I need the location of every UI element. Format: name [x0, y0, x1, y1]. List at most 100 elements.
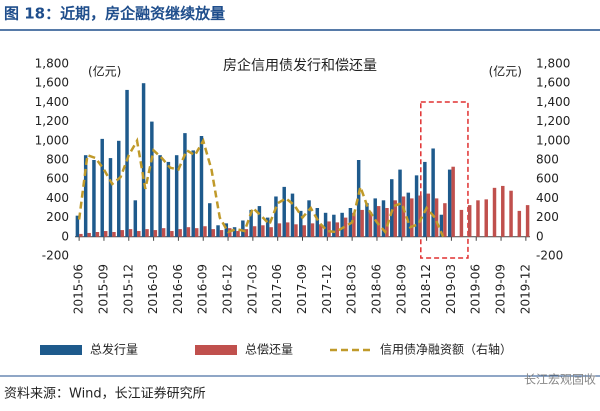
- bar: [269, 227, 273, 237]
- bar: [385, 208, 389, 237]
- bar: [117, 140, 121, 237]
- bar: [365, 203, 369, 237]
- legend-label: 总偿还量: [245, 342, 293, 357]
- y2-tick-label: 400: [536, 191, 559, 205]
- bar: [323, 212, 328, 237]
- bar: [100, 138, 104, 237]
- y2-tick-label: 0: [536, 229, 544, 243]
- bar: [335, 222, 340, 237]
- bar: [307, 200, 311, 237]
- x-tick-label: 2016-09: [196, 264, 210, 314]
- y2-tick-label: 800: [536, 153, 559, 167]
- bar: [252, 226, 257, 237]
- legend-swatch: [195, 345, 237, 355]
- x-tick-label: 2016-03: [146, 264, 160, 314]
- bar: [443, 203, 447, 237]
- bar: [285, 222, 290, 237]
- bar: [356, 160, 361, 237]
- x-tick-label: 2015-12: [121, 264, 135, 314]
- bar: [83, 155, 88, 237]
- x-tick-label: 2015-09: [96, 264, 110, 314]
- bar: [332, 214, 336, 237]
- legend-swatch: [40, 345, 82, 355]
- bar: [476, 200, 480, 237]
- bar: [517, 210, 522, 237]
- bar: [352, 212, 356, 237]
- y2-tick-label: 1,800: [536, 57, 570, 71]
- bar: [183, 133, 187, 237]
- bar: [249, 209, 253, 237]
- y-tick-label: 1,200: [35, 114, 69, 128]
- bar: [128, 229, 133, 237]
- bar: [244, 229, 249, 237]
- x-tick-label: 2019-06: [469, 264, 483, 314]
- bar: [315, 208, 320, 237]
- highlight-box: [420, 101, 469, 259]
- x-tick-label: 2015-06: [72, 264, 86, 314]
- bar: [178, 229, 182, 237]
- bar: [484, 199, 488, 237]
- bar: [125, 89, 129, 237]
- y2-tick-label: 1,000: [536, 133, 570, 147]
- bar: [224, 223, 229, 237]
- x-tick-label: 2017-03: [245, 264, 259, 314]
- bar: [302, 225, 306, 237]
- line: [77, 137, 445, 238]
- x-tick-label: 2017-12: [320, 264, 334, 314]
- bar: [161, 228, 166, 237]
- bar: [199, 136, 204, 237]
- bar: [166, 161, 171, 237]
- bar: [75, 215, 80, 237]
- y2-tick-label: -200: [536, 249, 563, 263]
- x-tick-label: 2017-09: [295, 264, 309, 314]
- bar: [203, 226, 207, 237]
- bar: [194, 228, 199, 237]
- bar: [191, 150, 195, 237]
- bar: [525, 205, 530, 237]
- bar: [79, 233, 83, 237]
- bar: [236, 231, 240, 237]
- y2-tick-label: 600: [536, 172, 559, 186]
- y-tick-label: 1,400: [35, 95, 69, 109]
- legend-label: 总发行量: [90, 342, 138, 357]
- bar: [211, 229, 215, 237]
- bar: [431, 148, 435, 237]
- legend-label: 信用债净融资额（右轴）: [380, 342, 512, 357]
- y-tick-label: 1,000: [35, 133, 69, 147]
- x-tick-label: 2019-12: [518, 264, 532, 314]
- bar: [434, 198, 439, 237]
- bar: [153, 230, 158, 237]
- bar: [92, 160, 96, 237]
- bar: [241, 220, 245, 237]
- bar: [418, 195, 422, 237]
- bar: [319, 224, 323, 237]
- bar: [299, 210, 303, 237]
- bar: [216, 225, 220, 237]
- chart-title: 房企信用债发行和偿还量: [223, 57, 377, 74]
- bar: [150, 121, 154, 237]
- bar: [174, 155, 179, 237]
- y-tick-label: 400: [46, 191, 69, 205]
- bar: [290, 193, 295, 237]
- bar: [186, 227, 191, 237]
- x-tick-label: 2016-12: [221, 264, 235, 314]
- x-tick-label: 2019-09: [494, 264, 508, 314]
- y2-tick-label: 1,400: [536, 95, 570, 109]
- x-tick-label: 2017-06: [270, 264, 284, 314]
- x-tick-label: 2018-09: [394, 264, 408, 314]
- bar: [170, 231, 174, 237]
- bar: [219, 230, 224, 237]
- x-tick-label: 2018-12: [419, 264, 433, 314]
- y2-tick-label: 1,600: [536, 76, 570, 90]
- bar: [274, 196, 278, 237]
- y2-tick-label: 200: [536, 210, 559, 224]
- x-tick-label: 2018-06: [369, 264, 383, 314]
- page-header: 图 18：近期，房企融资继续放量: [4, 5, 225, 23]
- x-tick-label: 2019-03: [444, 264, 458, 314]
- bar: [360, 209, 364, 237]
- y-tick-label: -200: [42, 249, 69, 263]
- x-tick-label: 2018-03: [345, 264, 359, 314]
- bar: [439, 214, 444, 237]
- y-tick-label: 800: [46, 153, 69, 167]
